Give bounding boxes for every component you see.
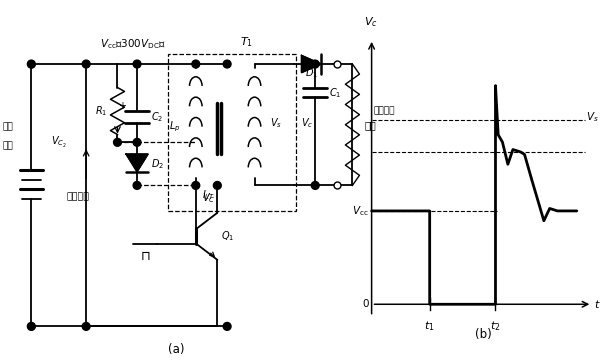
Circle shape [311,60,319,68]
Text: 0: 0 [362,299,368,309]
Circle shape [28,60,35,68]
Text: $Q_1$: $Q_1$ [221,229,235,243]
Text: $V_c$: $V_c$ [301,116,314,130]
Polygon shape [302,56,321,73]
Text: $\sqcap$: $\sqcap$ [140,250,150,263]
Text: $V_{\rm cc}$（300$V_{\rm DC}$）: $V_{\rm cc}$（300$V_{\rm DC}$） [100,37,166,51]
Circle shape [223,60,231,68]
Circle shape [82,322,90,330]
Circle shape [192,182,200,189]
Circle shape [192,60,200,68]
Text: (b): (b) [475,328,492,341]
Circle shape [133,138,141,146]
Text: 直流: 直流 [2,122,13,131]
Circle shape [113,138,121,146]
Text: $t$: $t$ [594,298,600,310]
Text: 钳位电压: 钳位电压 [374,106,395,115]
Text: 钳位电压: 钳位电压 [67,193,90,202]
Text: $I_{LT}$: $I_{LT}$ [202,188,215,202]
Text: 电源: 电源 [2,142,13,151]
Text: $R_1$: $R_1$ [95,104,107,118]
Circle shape [82,60,90,68]
Text: $V_s$: $V_s$ [270,116,282,130]
Text: $V_{C_2}$: $V_{C_2}$ [51,135,67,150]
Text: $D_2$: $D_2$ [151,157,164,171]
Polygon shape [126,154,148,172]
Circle shape [223,322,231,330]
Text: $V_C$: $V_C$ [202,191,215,205]
Text: (a): (a) [168,343,184,356]
Text: 负载: 负载 [364,120,376,130]
Text: $V_c$: $V_c$ [364,15,377,29]
Circle shape [28,322,35,330]
Text: $D_1$: $D_1$ [305,66,318,80]
Text: $C_2$: $C_2$ [151,110,163,124]
Text: $t_2$: $t_2$ [490,319,501,333]
Text: $L_p$: $L_p$ [169,119,180,134]
Circle shape [133,60,141,68]
Text: $V_{\rm cc}$: $V_{\rm cc}$ [352,204,368,218]
Text: $C_1$: $C_1$ [329,86,341,100]
Circle shape [311,182,319,189]
Text: $t_1$: $t_1$ [424,319,435,333]
Text: $V_s$: $V_s$ [586,111,599,125]
Circle shape [214,182,221,189]
Text: $T_1$: $T_1$ [240,36,253,49]
Circle shape [133,182,141,189]
Text: $+$: $+$ [118,99,127,111]
